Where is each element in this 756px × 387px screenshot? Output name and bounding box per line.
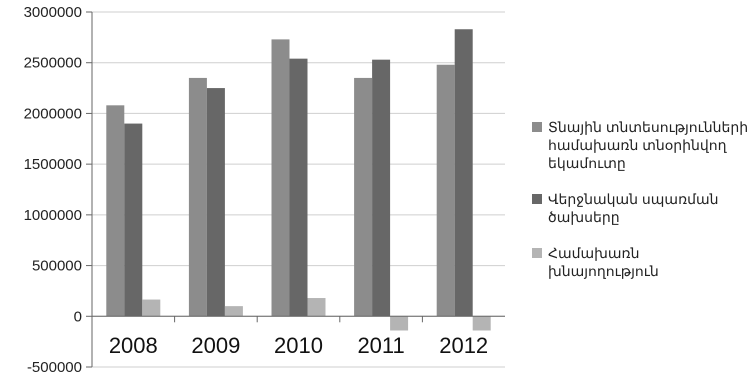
bar-2009-series-3 <box>224 306 243 317</box>
axis-labels: 3000000 2500000 2000000 1500000 1000000 50000… <box>24 4 489 376</box>
bar-2010-series-3 <box>307 298 326 317</box>
x-tick-label-2008: 2008 <box>109 333 158 358</box>
chart-legend: Տնային տնտեսությունների համախառն տնօրինվ… <box>532 118 752 298</box>
legend-item-income: Տնային տնտեսությունների համախառն տնօրինվ… <box>532 118 752 172</box>
y-tick-label-7: -500000 <box>27 359 82 376</box>
x-tick-label-2009: 2009 <box>191 333 240 358</box>
bar-2011-series-1 <box>354 77 373 317</box>
bar-2012-series-1 <box>436 64 455 317</box>
x-tick-label-2010: 2010 <box>274 333 323 358</box>
bar-2008-series-3 <box>142 299 161 317</box>
legend-swatch-income <box>532 122 542 132</box>
x-tick-label-2011: 2011 <box>357 333 404 358</box>
bar-2008-series-2 <box>124 123 143 317</box>
legend-label-income: Տնային տնտեսությունների համախառն տնօրինվ… <box>548 119 749 171</box>
y-tick-label-1: 2500000 <box>24 55 82 72</box>
bar-series <box>106 29 491 331</box>
y-tick-label-2: 2000000 <box>24 105 82 122</box>
axes <box>86 11 505 368</box>
bar-2010-series-1 <box>271 39 290 317</box>
y-tick-label-5: 500000 <box>32 258 82 275</box>
y-tick-label-0: 3000000 <box>24 4 82 21</box>
bar-2012-series-3 <box>472 316 491 331</box>
bar-2009-series-2 <box>206 88 225 317</box>
x-tick-label-2012: 2012 <box>439 333 488 358</box>
legend-label-savings: Համախառն խնայողություն <box>548 245 659 279</box>
legend-swatch-savings <box>532 248 542 258</box>
legend-item-savings: Համախառն խնայողություն <box>532 244 752 280</box>
y-tick-label-6: 0 <box>74 308 82 325</box>
bar-2011-series-3 <box>390 316 409 331</box>
bar-2008-series-1 <box>106 105 125 317</box>
legend-swatch-consumption <box>532 194 542 204</box>
bar-2011-series-2 <box>372 59 391 317</box>
legend-item-consumption: Վերջնական սպառման ծախսերը <box>532 190 752 226</box>
bar-2012-series-2 <box>454 29 473 317</box>
y-tick-label-3: 1500000 <box>24 156 82 173</box>
legend-label-consumption: Վերջնական սպառման ծախսերը <box>548 191 719 225</box>
y-tick-label-4: 1000000 <box>24 207 82 224</box>
bar-2010-series-2 <box>289 58 308 317</box>
bar-2009-series-1 <box>188 77 207 317</box>
